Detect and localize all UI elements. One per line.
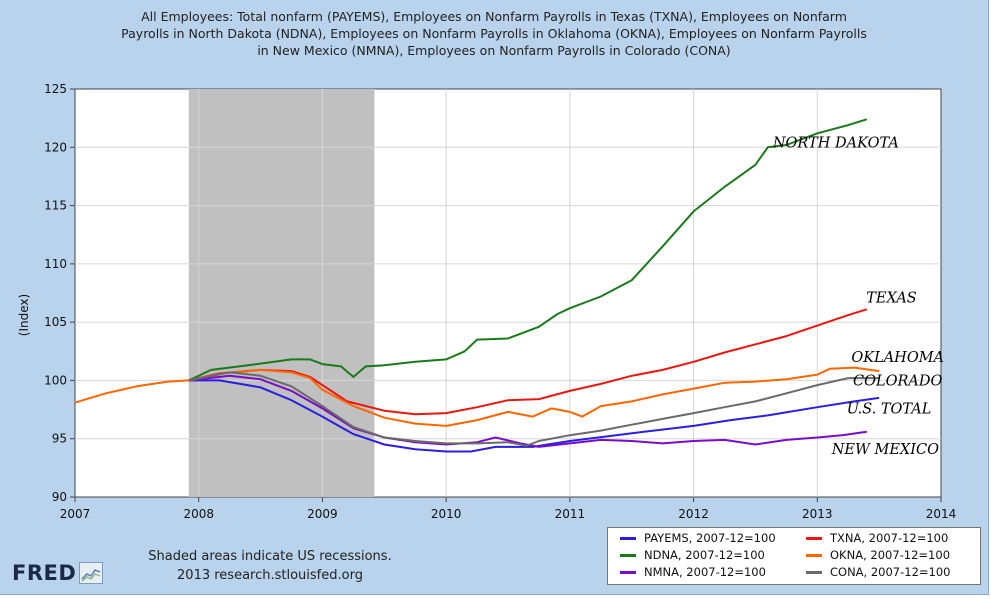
legend-label: PAYEMS, 2007-12=100: [644, 531, 776, 545]
recession-note-text: Shaded areas indicate US recessions.: [148, 549, 392, 564]
recession-note: Shaded areas indicate US recessions. 201…: [110, 547, 430, 585]
chart-title-line-2: Payrolls in North Dakota (NDNA), Employe…: [121, 26, 867, 41]
y-tick-label: 95: [52, 432, 67, 446]
legend-swatch: [620, 553, 636, 557]
series-line-payems: [188, 379, 880, 453]
recession-band: [188, 89, 375, 497]
annotation-label: U.S. TOTAL: [847, 401, 932, 417]
x-tick-label: 2011: [555, 507, 586, 521]
chart-icon: [79, 562, 104, 584]
series-layer: [74, 118, 880, 453]
annotation-label: OKLAHOMA: [851, 350, 944, 366]
chart-title-line-1: All Employees: Total nonfarm (PAYEMS), E…: [141, 9, 847, 24]
fred-logo: FRED: [12, 561, 104, 585]
legend-item: NDNA, 2007-12=100: [620, 547, 765, 563]
legend-item: PAYEMS, 2007-12=100: [620, 530, 776, 546]
y-tick-label: 100: [44, 373, 67, 387]
legend-swatch: [806, 570, 822, 574]
y-tick-label: 115: [44, 199, 67, 213]
legend-label: NMNA, 2007-12=100: [644, 565, 766, 579]
legend-swatch: [620, 570, 636, 574]
series-line-ndna: [188, 118, 868, 382]
legend-label: TXNA, 2007-12=100: [830, 531, 949, 545]
annotation-label: COLORADO: [853, 373, 943, 389]
y-tick-label: 125: [44, 82, 67, 96]
x-tick-label: 2007: [60, 507, 91, 521]
y-tick-label: 105: [44, 315, 67, 329]
y-tick-label: 90: [52, 490, 67, 504]
fred-logo-text: FRED: [12, 561, 77, 585]
chart-legend: PAYEMS, 2007-12=100 NDNA, 2007-12=100 NMNA…: [607, 527, 981, 585]
y-tick-label: 110: [44, 257, 67, 271]
legend-label: CONA, 2007-12=100: [830, 565, 951, 579]
legend-label: OKNA, 2007-12=100: [830, 548, 951, 562]
legend-item: OKNA, 2007-12=100: [806, 547, 950, 563]
axis-layer: 2007 2008 2009 2010 2011 2012 2013 2014 90 95 100 1…: [44, 82, 956, 521]
legend-swatch: [806, 553, 822, 557]
x-tick-label: 2009: [307, 507, 338, 521]
y-axis-label: (Index): [17, 294, 31, 336]
chart-title-line-3: in New Mexico (NMNA), Employees on Nonfa…: [257, 43, 731, 58]
y-tick-label: 120: [44, 140, 67, 154]
x-tick-label: 2012: [678, 507, 709, 521]
x-tick-label: 2013: [802, 507, 833, 521]
legend-swatch: [806, 536, 822, 540]
annotation-label: TEXAS: [866, 291, 917, 307]
x-tick-label: 2010: [431, 507, 462, 521]
legend-item: CONA, 2007-12=100: [806, 564, 951, 580]
legend-item: TXNA, 2007-12=100: [806, 530, 948, 546]
annotation-label: NORTH DAKOTA: [772, 136, 899, 152]
legend-label: NDNA, 2007-12=100: [644, 548, 765, 562]
legend-swatch: [620, 536, 636, 540]
annotation-layer: NORTH DAKOTA TEXAS OKLAHOMA COLORADO U.S. TO…: [772, 136, 944, 459]
series-line-cona: [188, 371, 880, 447]
recession-layer: [188, 89, 375, 497]
x-tick-label: 2008: [183, 507, 214, 521]
source-line: 2013 research.stlouisfed.org: [177, 568, 363, 583]
annotation-label: NEW MEXICO: [831, 442, 939, 458]
legend-item: NMNA, 2007-12=100: [620, 564, 766, 580]
x-tick-label: 2014: [926, 507, 957, 521]
series-line-txna: [188, 308, 868, 416]
